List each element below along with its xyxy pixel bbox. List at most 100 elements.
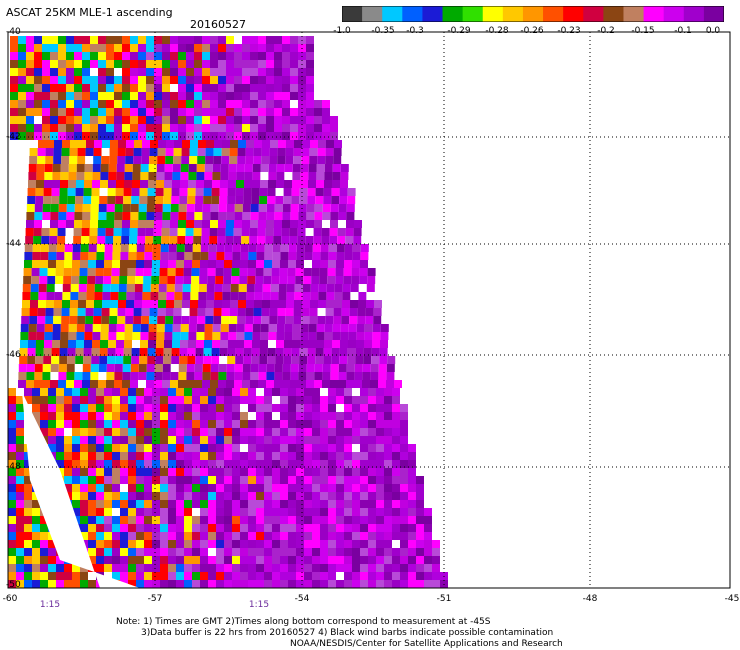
swath-cell — [360, 524, 368, 532]
swath-cell — [152, 412, 160, 420]
swath-cell — [154, 364, 163, 372]
swath-cell — [194, 220, 202, 228]
swath-cell — [333, 156, 342, 164]
swath-cell — [43, 348, 52, 356]
swath-cell — [400, 540, 408, 548]
swath-cell — [106, 76, 114, 84]
swath-cell — [96, 260, 104, 268]
swath-cell — [208, 428, 216, 436]
swath-cell — [344, 420, 352, 428]
swath-cell — [346, 372, 355, 380]
swath-cell — [26, 204, 35, 212]
swath-cell — [152, 580, 160, 588]
swath-cell — [112, 388, 120, 396]
swath-cell — [274, 380, 282, 388]
swath-cell — [147, 196, 156, 204]
swath-cell — [136, 508, 144, 516]
swath-cell — [95, 276, 104, 284]
swath-cell — [194, 204, 203, 212]
swath-cell — [208, 556, 216, 564]
swath-cell — [136, 500, 144, 508]
swath-cell — [250, 380, 258, 388]
swath-cell — [18, 100, 26, 108]
swath-cell — [92, 324, 101, 332]
swath-cell — [290, 84, 298, 92]
swath-cell — [210, 68, 218, 76]
swath-cell — [222, 284, 231, 292]
swath-cell — [356, 324, 365, 332]
swath-cell — [68, 180, 76, 188]
swath-cell — [132, 324, 141, 332]
swath-cell — [37, 308, 46, 316]
swath-cell — [173, 316, 182, 324]
swath-cell — [286, 140, 294, 148]
swath-cell — [129, 228, 138, 236]
swath-cell — [136, 452, 144, 460]
swath-cell — [136, 532, 144, 540]
swath-cell — [197, 308, 206, 316]
swath-cell — [98, 92, 106, 100]
swath-cell — [98, 372, 107, 380]
swath-cell — [83, 356, 92, 364]
swath-cell — [79, 268, 88, 276]
swath-cell — [194, 108, 202, 116]
swath-cell — [130, 44, 138, 52]
swath-cell — [258, 124, 266, 132]
swath-cell — [26, 44, 34, 52]
swath-cell — [92, 340, 100, 348]
swath-cell — [292, 164, 301, 172]
swath-cell — [10, 60, 18, 68]
swath-cell — [372, 324, 381, 332]
swath-cell — [130, 372, 139, 380]
swath-cell — [376, 436, 384, 444]
swath-cell — [208, 436, 216, 444]
swath-cell — [82, 124, 90, 132]
swath-cell — [125, 156, 134, 164]
swath-cell — [256, 564, 264, 572]
swath-cell — [178, 212, 187, 220]
swath-cell — [173, 308, 182, 316]
swath-cell — [320, 516, 328, 524]
swath-cell — [282, 116, 290, 124]
swath-cell — [224, 260, 232, 268]
swath-cell — [24, 396, 32, 404]
swath-cell — [62, 284, 71, 292]
swath-cell — [115, 356, 124, 364]
swath-cell — [112, 244, 121, 252]
swath-cell — [345, 236, 354, 244]
swath-cell — [304, 508, 312, 516]
swath-cell — [84, 332, 93, 340]
swath-cell — [307, 356, 316, 364]
swath-cell — [272, 580, 280, 588]
note-line-1: Note: 1) Times are GMT 2)Times along bot… — [116, 617, 491, 627]
swath-cell — [296, 436, 304, 444]
swath-cell — [192, 476, 200, 484]
swath-cell — [80, 516, 88, 524]
swath-cell — [136, 540, 144, 548]
swath-cell — [320, 540, 328, 548]
swath-cell — [114, 212, 123, 220]
swath-cell — [282, 92, 290, 100]
swath-cell — [280, 564, 288, 572]
swath-cell — [170, 124, 178, 132]
swath-cell — [114, 36, 122, 44]
swath-cell — [238, 140, 246, 148]
swath-cell — [160, 572, 168, 580]
swath-cell — [171, 356, 180, 364]
swath-cell — [348, 340, 356, 348]
swath-cell — [242, 92, 250, 100]
swath-cell — [408, 492, 416, 500]
swath-cell — [278, 292, 287, 300]
swath-cell — [376, 452, 384, 460]
swath-cell — [343, 276, 352, 284]
longitude-label: -48 — [582, 594, 598, 604]
swath-cell — [53, 308, 62, 316]
swath-cell — [204, 324, 213, 332]
swath-cell — [282, 380, 290, 388]
swath-cell — [138, 108, 146, 116]
swath-cell — [160, 436, 168, 444]
swath-cell — [24, 500, 32, 508]
swath-cell — [66, 44, 74, 52]
swath-cell — [128, 428, 136, 436]
swath-cell — [152, 524, 160, 532]
